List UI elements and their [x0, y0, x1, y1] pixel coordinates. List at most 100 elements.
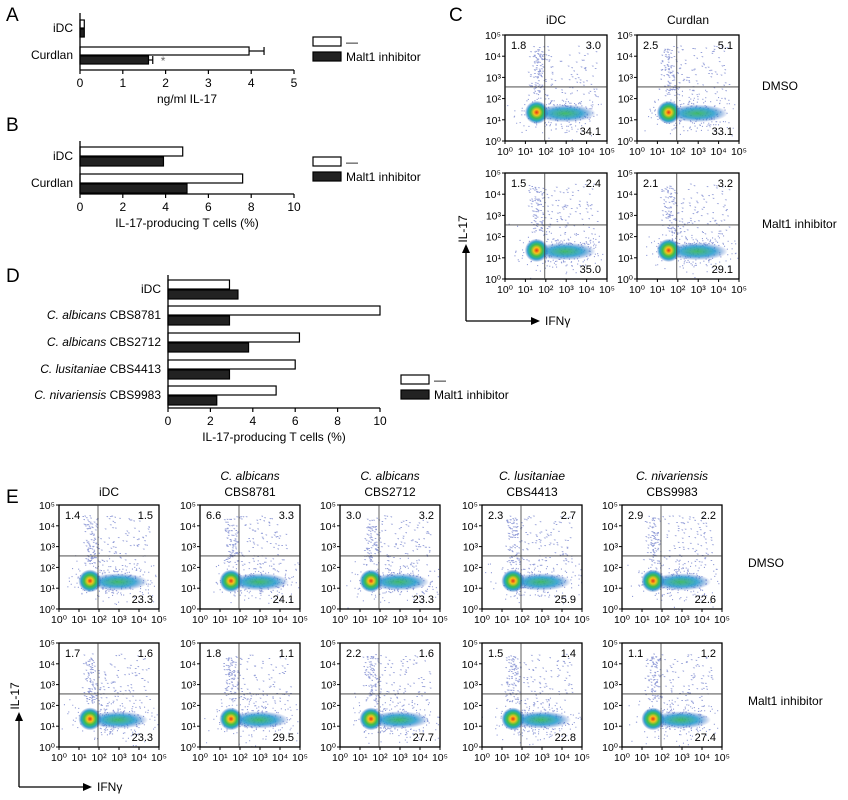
- flow-xtick-label-C-1-1-4: 10⁴: [710, 284, 726, 296]
- x-tick-label-D-4: 8: [334, 414, 341, 428]
- flow-E-column-species-4: C. nivariensis: [636, 469, 708, 483]
- x-axis-label-D: IL-17-producing T cells (%): [202, 430, 346, 444]
- legend-swatch-untreated: [400, 374, 430, 385]
- flow-dots-C-0-1: [644, 45, 739, 137]
- flow-xtick-label-C-1-1-2: 10²: [670, 284, 686, 296]
- flow-events-C-1-0: [508, 183, 607, 279]
- flow-ytick-label-E-1-0-4: 10⁴: [39, 659, 55, 671]
- flow-ytick-label-C-1-1-2: 10²: [618, 232, 634, 244]
- flow-xtick-label-E-0-2-2: 10²: [372, 614, 388, 626]
- flow-ytick-label-E-0-0-0: 10⁰: [39, 604, 56, 616]
- flow-core-E-1-1: [219, 707, 243, 731]
- flow-events-E-0-1: [200, 515, 300, 604]
- legend-label-untreated: —: [434, 373, 446, 387]
- flow-E-column-strain-3: CBS4413: [506, 485, 558, 499]
- x-tick-label-D-3: 6: [292, 414, 299, 428]
- flow-xtick-label-C-0-1-2: 10²: [670, 146, 686, 158]
- flow-frame-E-1-1: [199, 642, 301, 748]
- bar-A-1-malt1: [79, 55, 150, 65]
- flow-frame-C-1-0: [504, 172, 608, 280]
- flow-E-column-strain-1: CBS8781: [224, 485, 276, 499]
- flow-dots-E-0-4: [627, 515, 720, 608]
- quadrant-ul-E-1-2: 2.2: [346, 648, 361, 660]
- flow-xtick-label-E-1-4-4: 10⁴: [694, 752, 710, 764]
- flow-xtick-label-E-0-0-2: 10²: [91, 614, 107, 626]
- flow-ytick-label-C-0-0-0: 10⁰: [485, 136, 502, 148]
- quadrant-lr-C-1-1: 29.1: [712, 264, 733, 276]
- flow-ytick-label-E-0-1-1: 10¹: [181, 583, 197, 595]
- flow-ytick-label-E-0-2-0: 10⁰: [320, 604, 337, 616]
- axis-arrowhead-y: [462, 244, 470, 253]
- flow-xtick-label-C-0-1-5: 10⁵: [731, 146, 747, 158]
- bar-D-1-malt1: [167, 315, 231, 326]
- category-label-A-0: iDC: [53, 21, 73, 35]
- quadrant-ul-E-0-1: 6.6: [206, 510, 221, 522]
- quadrant-ul-E-0-2: 3.0: [346, 510, 361, 522]
- flow-E-column-species-3: C. lusitaniae: [499, 469, 565, 483]
- axis-arrowhead-x: [83, 783, 92, 791]
- bar-chart-A: iDC Curdlan 0 1 2 3 4 5 ng/ml IL-17 *: [31, 13, 298, 106]
- flow-ytick-label-E-1-4-4: 10⁴: [602, 659, 618, 671]
- flow-xtick-label-C-0-1-0: 10⁰: [629, 146, 646, 158]
- flow-tail-C-1-1: [666, 242, 728, 261]
- flow-xtick-label-E-1-3-1: 10¹: [494, 752, 510, 764]
- flow-ytick-label-E-1-3-0: 10⁰: [462, 742, 479, 754]
- flow-xtick-label-E-1-2-4: 10⁴: [412, 752, 428, 764]
- flow-events-C-0-1: [644, 45, 739, 137]
- flow-xtick-label-E-0-0-1: 10¹: [71, 614, 87, 626]
- flow-E-column-strain-2: CBS2712: [364, 485, 416, 499]
- legend-label-malt1: Malt1 inhibitor: [346, 170, 421, 184]
- flow-tail-C-0-1: [666, 104, 728, 123]
- flow-xtick-label-E-0-3-5: 10⁵: [574, 614, 590, 626]
- flow-xtick-label-E-0-3-2: 10²: [514, 614, 530, 626]
- quadrant-lr-E-0-2: 23.3: [413, 594, 434, 606]
- flow-ytick-label-E-0-3-0: 10⁰: [462, 604, 479, 616]
- flow-core-E-0-1: [219, 569, 243, 593]
- flow-C-column-title-1: Curdlan: [667, 13, 709, 27]
- flow-tail-E-1-4: [651, 711, 711, 729]
- bar-chart-D: iDC C. albicans CBS8781 C. albicans CBS271…: [34, 275, 387, 444]
- category-label-B-0: iDC: [53, 149, 73, 163]
- quadrant-ur-C-0-0: 3.0: [586, 40, 601, 52]
- flow-xtick-label-C-1-0-5: 10⁵: [599, 284, 615, 296]
- flow-ytick-label-E-0-2-4: 10⁴: [320, 521, 336, 533]
- flow-ytick-label-E-0-1-0: 10⁰: [180, 604, 197, 616]
- flow-ytick-label-E-1-3-1: 10¹: [463, 721, 479, 733]
- flow-xtick-label-E-1-1-4: 10⁴: [272, 752, 288, 764]
- flow-core-E-0-0: [78, 569, 102, 593]
- flow-ytick-label-E-0-0-5: 10⁵: [39, 500, 55, 512]
- flow-ytick-label-E-0-2-2: 10²: [321, 562, 337, 574]
- quadrant-lr-C-0-0: 34.1: [580, 126, 601, 138]
- bar-D-3-untreated: [167, 359, 296, 370]
- panel-letter-A: A: [6, 5, 19, 26]
- flow-dots-E-0-1: [200, 515, 300, 604]
- flow-xtick-label-C-1-0-2: 10²: [538, 284, 554, 296]
- flow-xtick-label-E-0-1-5: 10⁵: [292, 614, 308, 626]
- flow-frame-C-1-1: [636, 172, 740, 280]
- flow-ytick-label-C-1-1-1: 10¹: [618, 253, 634, 265]
- flow-xtick-label-C-1-0-3: 10³: [559, 284, 575, 296]
- flow-xtick-label-C-0-0-0: 10⁰: [497, 146, 514, 158]
- flow-xtick-label-E-1-2-3: 10³: [392, 752, 408, 764]
- flow-xtick-label-E-0-4-3: 10³: [674, 614, 690, 626]
- flow-ytick-label-C-0-1-2: 10²: [618, 94, 634, 106]
- bar-D-3-malt1: [167, 369, 231, 380]
- flow-events-E-1-4: [628, 653, 719, 747]
- flow-ytick-label-C-1-1-5: 10⁵: [617, 168, 633, 180]
- flow-ytick-label-E-1-2-1: 10¹: [321, 721, 337, 733]
- flow-C-ylabel: IL-17: [456, 215, 470, 243]
- flow-dots-E-1-4: [628, 653, 719, 747]
- flow-xtick-label-C-0-0-1: 10¹: [518, 146, 534, 158]
- flow-ytick-label-E-1-2-5: 10⁵: [320, 638, 336, 650]
- quadrant-ur-E-0-1: 3.3: [279, 510, 294, 522]
- quadrant-ur-E-0-4: 2.2: [701, 510, 716, 522]
- flow-xtick-label-E-0-2-5: 10⁵: [432, 614, 448, 626]
- flow-xtick-label-E-1-3-2: 10²: [514, 752, 530, 764]
- flow-ytick-label-E-1-3-3: 10³: [463, 680, 479, 692]
- flow-dots-E-0-3: [485, 515, 582, 605]
- flow-ytick-label-E-0-4-5: 10⁵: [602, 500, 618, 512]
- flow-xtick-label-E-1-0-4: 10⁴: [131, 752, 147, 764]
